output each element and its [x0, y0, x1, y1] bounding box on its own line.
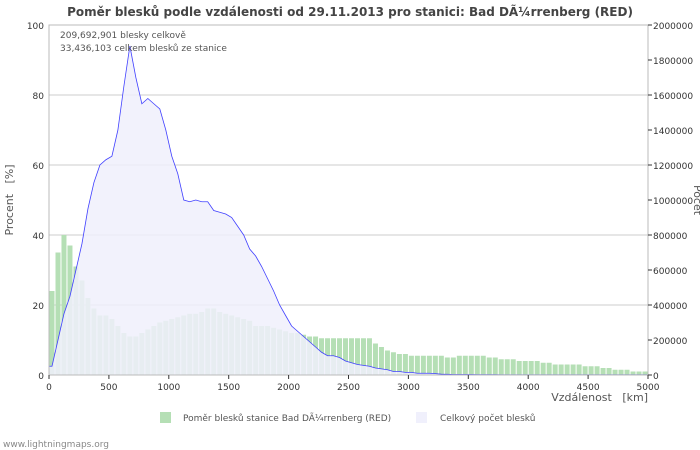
- ratio-bar: [343, 338, 348, 375]
- x-axis-label: Vzdálenost [km]: [551, 391, 648, 404]
- ratio-bar: [498, 359, 504, 375]
- ratio-bar: [612, 369, 618, 375]
- ratio-bar: [606, 368, 612, 375]
- ratio-bar: [504, 359, 510, 375]
- y-right-tick-label: 1600000: [653, 92, 693, 102]
- y-left-tick-label: 40: [33, 232, 45, 242]
- y-left-tick-label: 0: [38, 372, 44, 382]
- ratio-bar: [372, 343, 378, 375]
- ratio-bar: [480, 355, 486, 375]
- y-right-tick-label: 800000: [653, 232, 688, 242]
- y-left-tick-label: 20: [33, 302, 45, 312]
- ratio-bar: [402, 354, 408, 375]
- ratio-bar: [450, 357, 456, 375]
- x-tick-label: 500: [100, 383, 117, 393]
- y-left-tick-label: 100: [27, 22, 44, 32]
- x-tick-label: 4000: [517, 383, 540, 393]
- ratio-bar: [582, 366, 588, 375]
- ratio-bar: [588, 366, 594, 375]
- ratio-bar: [396, 354, 402, 375]
- ratio-bar: [624, 369, 630, 375]
- y-left-label: Procent [%]: [3, 164, 16, 235]
- ratio-bar: [426, 355, 432, 375]
- ratio-bar: [534, 361, 540, 375]
- ratio-bar: [360, 338, 366, 375]
- y-right-label: Počet: [691, 185, 700, 216]
- ratio-bar: [492, 357, 498, 375]
- y-right-tick-label: 200000: [653, 337, 688, 347]
- ratio-bar: [570, 364, 576, 375]
- ratio-bar: [390, 352, 396, 375]
- ratio-bar: [468, 355, 474, 375]
- ratio-bar: [378, 347, 384, 375]
- legend-label-total: Celkový počet blesků: [440, 413, 535, 424]
- x-tick-label: 2000: [277, 383, 300, 393]
- footer-watermark: www.lightningmaps.org: [3, 440, 109, 450]
- annotation-total: 209,692,901 blesky celkově: [60, 31, 186, 41]
- y-right-tick-label: 600000: [653, 267, 688, 277]
- ratio-bar: [594, 366, 600, 375]
- x-tick-label: 1500: [217, 383, 240, 393]
- y-right-tick-label: 400000: [653, 302, 688, 312]
- x-tick-label: 2500: [337, 383, 360, 393]
- annotation-station: 33,436,103 celkem blesků ze stanice: [60, 43, 227, 54]
- ratio-bar: [366, 338, 372, 375]
- ratio-bar: [456, 355, 462, 375]
- ratio-bar: [432, 355, 438, 375]
- y-right-tick-label: 2000000: [653, 22, 693, 32]
- ratio-bar: [408, 355, 414, 375]
- ratio-bar: [576, 364, 582, 375]
- ratio-bar: [354, 338, 360, 375]
- ratio-bar: [61, 235, 67, 375]
- legend-swatch-ratio: [160, 412, 171, 423]
- ratio-bar: [618, 369, 624, 375]
- ratio-bar: [540, 362, 546, 375]
- x-tick-label: 1000: [157, 383, 180, 393]
- ratio-bar: [558, 364, 564, 375]
- ratio-bar: [349, 338, 354, 375]
- ratio-bar: [462, 355, 468, 375]
- x-tick-label: 5000: [637, 383, 660, 393]
- ratio-bar: [516, 361, 522, 375]
- y-right-tick-label: 1400000: [653, 127, 693, 137]
- ratio-bar: [522, 361, 528, 375]
- ratio-bar: [438, 355, 444, 375]
- ratio-bar: [528, 361, 534, 375]
- ratio-bar: [414, 355, 420, 375]
- ratio-bar: [486, 357, 492, 375]
- y-right-tick-label: 1200000: [653, 162, 693, 172]
- ratio-bar: [55, 252, 61, 375]
- ratio-bar: [337, 338, 343, 375]
- legend-swatch-total: [416, 412, 427, 423]
- x-tick-label: 3500: [457, 383, 480, 393]
- ratio-bar: [642, 371, 648, 375]
- y-left-tick-label: 80: [33, 92, 45, 102]
- x-tick-label: 0: [46, 383, 52, 393]
- y-right-tick-label: 1000000: [653, 197, 693, 207]
- ratio-bar: [384, 350, 390, 375]
- chart-title: Poměr blesků podle vzdálenosti od 29.11.…: [67, 4, 633, 19]
- ratio-bar: [444, 357, 450, 375]
- ratio-bar: [552, 364, 558, 375]
- ratio-bar: [636, 371, 642, 375]
- x-tick-label: 3000: [397, 383, 420, 393]
- y-right-tick-label: 1800000: [653, 57, 693, 67]
- ratio-bar: [510, 359, 516, 375]
- ratio-bar: [474, 355, 480, 375]
- ratio-bar: [420, 355, 426, 375]
- x-tick-label: 4500: [577, 383, 600, 393]
- ratio-bar: [49, 291, 55, 375]
- ratio-bar: [630, 371, 636, 375]
- y-left-tick-label: 60: [33, 162, 45, 172]
- ratio-bar: [564, 364, 570, 375]
- ratio-bar: [600, 368, 606, 375]
- legend-label-ratio: Poměr blesků stanice Bad DÃ¼rrenberg (RE…: [183, 413, 391, 424]
- ratio-bar: [546, 362, 552, 375]
- total-count-area: [49, 46, 648, 375]
- y-right-tick-label: 0: [653, 372, 659, 382]
